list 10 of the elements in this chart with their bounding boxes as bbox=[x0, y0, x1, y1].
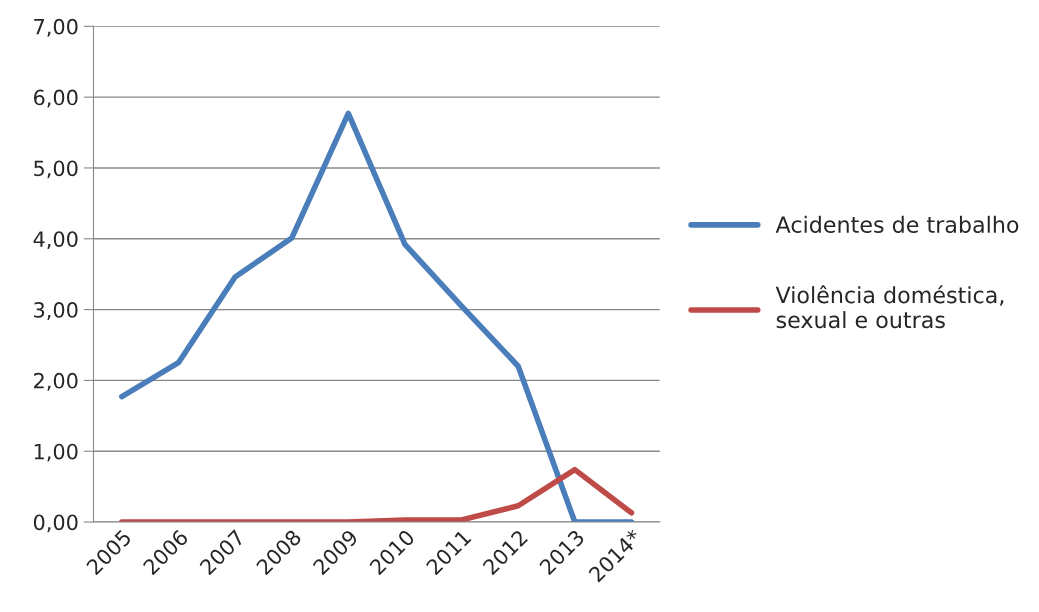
y-tick-label: 1,00 bbox=[34, 443, 78, 462]
y-tick-label: 2,00 bbox=[34, 372, 78, 391]
y-tick-label: 4,00 bbox=[33, 231, 78, 250]
y-tick-label: 5,00 bbox=[34, 160, 78, 179]
y-tick-label: 3,00 bbox=[34, 302, 78, 320]
legend-label: Acidentes de trabalho bbox=[775, 215, 1019, 233]
y-tick-label: 7,00 bbox=[34, 18, 78, 37]
y-tick-label: 0,00 bbox=[33, 514, 78, 533]
legend-label: Violência doméstica, sexual e outras bbox=[775, 285, 1004, 329]
y-tick-label: 6,00 bbox=[34, 89, 78, 108]
